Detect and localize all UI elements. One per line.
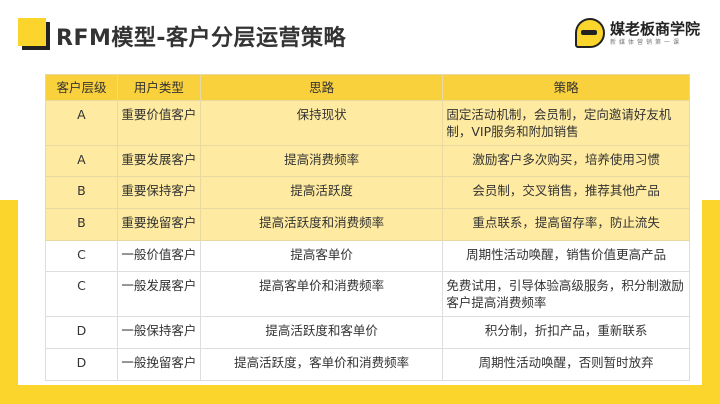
cell-strategy: 积分制，折扣产品，重新联系 <box>442 316 690 349</box>
cell-level: D <box>45 316 118 349</box>
cell-user-type: 重要价值客户 <box>116 100 201 146</box>
header-user-type: 用户类型 <box>116 74 201 101</box>
page-title: RFM模型-客户分层运营策略 <box>56 26 346 51</box>
logo-mascot-icon <box>575 18 605 48</box>
table-row: B 重要保持客户 提高活跃度 会员制，交叉销售，推荐其他产品 <box>45 176 690 209</box>
table-row: D 一般挽留客户 提高活跃度，客单价和消费频率 周期性活动唤醒，否则暂时放弃 <box>45 348 690 381</box>
cell-user-type: 重要保持客户 <box>116 176 201 209</box>
cell-idea: 提高客单价和消费频率 <box>199 271 444 317</box>
table-row: A 重要价值客户 保持现状 固定活动机制，会员制，定向邀请好友机制，VIP服务和附加销… <box>45 100 690 146</box>
cell-strategy: 固定活动机制，会员制，定向邀请好友机制，VIP服务和附加销售 <box>442 100 690 146</box>
cell-level: C <box>45 271 118 317</box>
cell-user-type: 一般价值客户 <box>116 240 201 272</box>
cell-user-type: 重要挽留客户 <box>116 208 201 241</box>
table-row: D 一般保持客户 提高活跃度和客单价 积分制，折扣产品，重新联系 <box>45 316 690 349</box>
cell-level: B <box>45 176 118 209</box>
title-square-icon <box>18 18 46 46</box>
header-idea: 思路 <box>199 74 444 101</box>
cell-level: C <box>45 240 118 272</box>
cell-strategy: 周期性活动唤醒，销售价值更高产品 <box>442 240 690 272</box>
cell-level: D <box>45 348 118 381</box>
header-level: 客户层级 <box>45 74 118 101</box>
cell-strategy: 周期性活动唤醒，否则暂时放弃 <box>442 348 690 381</box>
cell-user-type: 一般挽留客户 <box>116 348 201 381</box>
header-strategy: 策略 <box>442 74 690 101</box>
table-header-row: 客户层级 用户类型 思路 策略 <box>45 74 690 101</box>
logo: 媒老板商学院 新媒体营销第一课 <box>575 18 700 48</box>
cell-strategy: 重点联系，提高留存率，防止流失 <box>442 208 690 241</box>
cell-idea: 提高客单价 <box>199 240 444 272</box>
table-row: C 一般价值客户 提高客单价 周期性活动唤醒，销售价值更高产品 <box>45 240 690 272</box>
table-row: A 重要发展客户 提高消费频率 激励客户多次购买，培养使用习惯 <box>45 145 690 177</box>
table-row: C 一般发展客户 提高客单价和消费频率 免费试用，引导体验高级服务，积分制激励客户提高… <box>45 271 690 317</box>
cell-user-type: 重要发展客户 <box>116 145 201 177</box>
table-row: B 重要挽留客户 提高活跃度和消费频率 重点联系，提高留存率，防止流失 <box>45 208 690 241</box>
cell-strategy: 免费试用，引导体验高级服务，积分制激励客户提高消费频率 <box>442 271 690 317</box>
cell-strategy: 激励客户多次购买，培养使用习惯 <box>442 145 690 177</box>
cell-level: A <box>45 145 118 177</box>
rfm-strategy-table: 客户层级 用户类型 思路 策略 A 重要价值客户 保持现状 固定活动机制，会员制，定向… <box>45 74 690 381</box>
cell-level: A <box>45 100 118 146</box>
cell-idea: 提高消费频率 <box>199 145 444 177</box>
cell-user-type: 一般保持客户 <box>116 316 201 349</box>
cell-idea: 提高活跃度，客单价和消费频率 <box>199 348 444 381</box>
cell-user-type: 一般发展客户 <box>116 271 201 317</box>
cell-level: B <box>45 208 118 241</box>
cell-idea: 保持现状 <box>199 100 444 146</box>
logo-subtitle: 新媒体营销第一课 <box>610 38 683 46</box>
cell-idea: 提高活跃度和消费频率 <box>199 208 444 241</box>
cell-idea: 提高活跃度 <box>199 176 444 209</box>
logo-name: 媒老板商学院 <box>610 19 701 38</box>
cell-idea: 提高活跃度和客单价 <box>199 316 444 349</box>
cell-strategy: 会员制，交叉销售，推荐其他产品 <box>442 176 690 209</box>
